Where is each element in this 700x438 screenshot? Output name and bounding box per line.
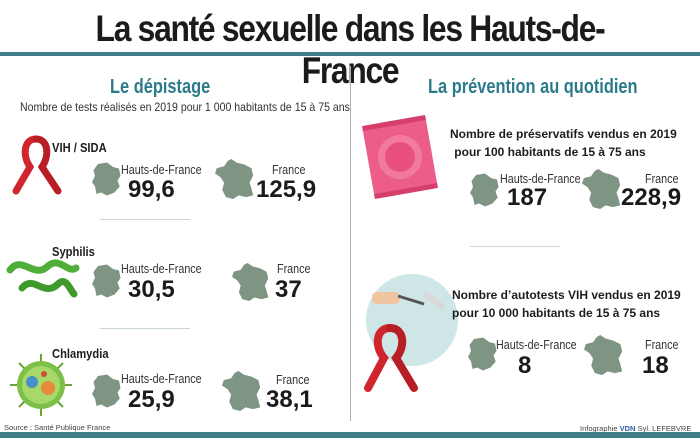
france-label: France — [272, 163, 306, 177]
row-label-vih: VIH / SIDA — [52, 140, 107, 155]
france-label: France — [276, 373, 310, 387]
selftest-label-line2: pour 10 000 habitants de 15 à 75 ans — [452, 306, 661, 320]
france-label: France — [277, 262, 311, 276]
france-value-vih: 125,9 — [256, 176, 317, 203]
row-separator — [470, 246, 560, 247]
bottom-band — [0, 432, 700, 438]
region-label: Hauts-de-France — [496, 338, 577, 352]
region-label: Hauts-de-France — [500, 172, 581, 186]
france-map-icon — [584, 335, 623, 375]
region-value-condoms: 187 — [507, 184, 548, 211]
france-value-chlamydia: 38,1 — [266, 386, 313, 413]
credit: Infographie VDN Syl. LEFEBVRE — [580, 424, 691, 433]
france-value-condoms: 228,9 — [621, 184, 682, 211]
hdf-map-icon — [468, 337, 497, 371]
region-value-syphilis: 30,5 — [128, 276, 175, 303]
prevention-label-line2: pour 100 habitants de 15 à 75 ans — [454, 145, 646, 159]
credit-brand-logo: VDN — [619, 424, 636, 433]
region-label: Hauts-de-France — [121, 372, 202, 386]
section-subtitle-depistage: Nombre de tests réalisés en 2019 pour 1 … — [20, 100, 350, 114]
row-label-syphilis: Syphilis — [52, 244, 95, 259]
row-separator — [100, 328, 190, 329]
self-test-icon — [364, 274, 458, 392]
prevention-label-line1: Nombre de préservatifs vendus en 2019 — [450, 127, 677, 141]
region-label: Hauts-de-France — [121, 163, 202, 177]
hdf-map-icon — [92, 374, 121, 408]
credit-author: Syl. LEFEBVRE — [637, 424, 692, 433]
france-map-icon — [222, 371, 261, 411]
cell-icon — [10, 354, 72, 416]
row-label-chlamydia: Chlamydia — [52, 346, 109, 361]
region-value-chlamydia: 25,9 — [128, 386, 175, 413]
section-heading-depistage: Le dépistage — [110, 76, 211, 98]
region-value-vih: 99,6 — [128, 176, 175, 203]
hdf-map-icon — [92, 162, 121, 196]
column-divider — [350, 66, 351, 421]
hdf-map-icon — [470, 173, 499, 207]
selftest-label-line1: Nombre d’autotests VIH vendus en 2019 — [452, 288, 681, 302]
bacteria-icon — [6, 259, 80, 298]
section-heading-prevention: La prévention au quotidien — [428, 76, 638, 98]
region-label: Hauts-de-France — [121, 262, 202, 276]
ribbon-icon — [12, 135, 62, 195]
top-band — [0, 52, 700, 56]
row-separator — [100, 219, 190, 220]
france-map-icon — [215, 159, 254, 199]
france-label: France — [645, 338, 679, 352]
france-value-syphilis: 37 — [275, 276, 302, 303]
condom-icon — [362, 115, 438, 199]
hdf-map-icon — [92, 264, 121, 298]
france-value-autotests: 18 — [642, 352, 669, 379]
credit-label: Infographie — [580, 424, 618, 433]
france-map-icon — [582, 169, 621, 209]
france-map-icon — [232, 263, 269, 301]
france-label: France — [645, 172, 679, 186]
region-value-autotests: 8 — [518, 352, 532, 379]
source-note: Source : Santé Publique France — [4, 423, 111, 432]
